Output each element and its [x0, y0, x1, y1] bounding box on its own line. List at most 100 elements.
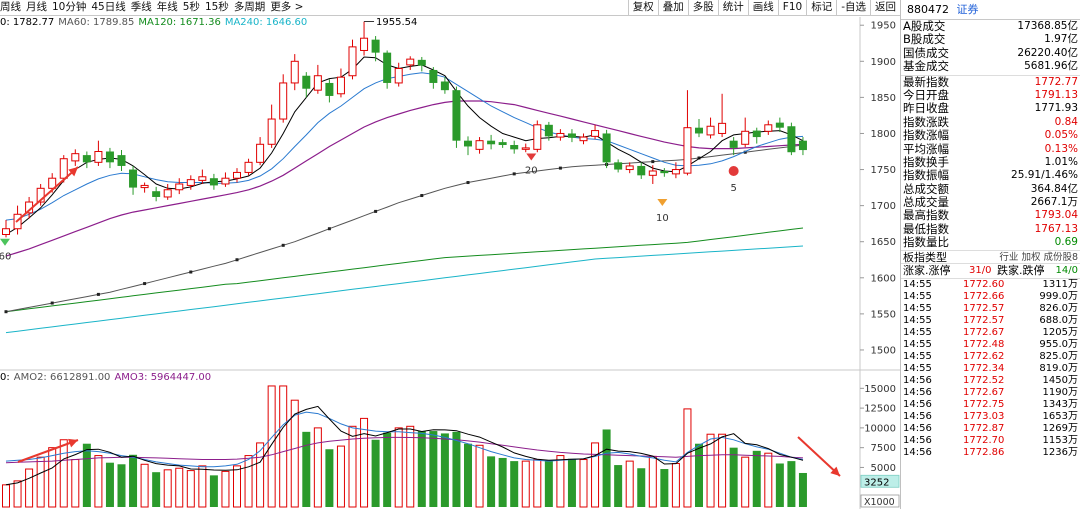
candle-body: [591, 130, 600, 137]
tick-time: 14:56: [903, 422, 932, 434]
volume-bar: [695, 443, 703, 507]
fall-count: 14/0: [1055, 264, 1078, 276]
candle-body: [383, 52, 392, 83]
candle-body: [579, 136, 588, 142]
volume-bar: [429, 431, 438, 507]
volume-bar: [186, 470, 195, 508]
candle-body: [209, 178, 218, 186]
volume-bar: [48, 447, 57, 508]
sector-link[interactable]: 行业: [999, 251, 1019, 263]
candle-body: [752, 130, 761, 138]
volume-tick-label: 10000: [864, 423, 896, 434]
tick-row: 14:55 1772.34 819.0万: [901, 363, 1080, 375]
volume-bar: [360, 417, 369, 508]
volume-bar: [452, 431, 461, 507]
tick-price: 1772.57: [963, 314, 1005, 326]
tool-button[interactable]: 复权: [627, 0, 658, 15]
stat-value: 1.01%: [1044, 155, 1078, 168]
tick-row: 14:55 1772.66 999.0万: [901, 291, 1080, 303]
period-tab[interactable]: 10分钟: [52, 1, 87, 13]
ma60-dot: [651, 160, 655, 164]
tick-time: 14:55: [903, 350, 932, 362]
price-tick-label: 1600: [871, 273, 896, 284]
period-tab[interactable]: 年线: [156, 1, 178, 13]
tick-row: 14:56 1772.67 1190万: [901, 387, 1080, 399]
tick-row: 14:56 1772.52 1450万: [901, 375, 1080, 387]
kline-chart[interactable]: 1950 1900 1850 1800 1750 1700 1650 1600 1550 1500…: [0, 0, 900, 509]
period-tab[interactable]: 月线: [26, 1, 47, 13]
stat-label: 最低指数: [903, 221, 949, 236]
ma10-line: [5, 72, 804, 221]
high-price-label: 1955.54: [376, 17, 417, 28]
volume-bar: [729, 447, 738, 507]
candle-body: [140, 184, 149, 189]
candle-body: [440, 81, 449, 91]
candle-body: [706, 125, 715, 136]
period-tab[interactable]: 5秒: [182, 1, 200, 13]
stat-label: 昨日收盘: [903, 101, 949, 116]
ma60-dot: [374, 209, 378, 213]
tool-button[interactable]: 多股: [687, 0, 718, 15]
ma60-dot: [281, 243, 285, 247]
sector-link[interactable]: 加权: [1021, 251, 1041, 263]
tick-volume: 1236万: [1042, 446, 1078, 458]
volume-bar: [752, 450, 761, 507]
tick-price: 1772.34: [963, 362, 1005, 374]
marker-60-icon: [0, 238, 10, 246]
volume-legend: 0: AMO2: 6612891.00 AMO3: 5964447.00: [0, 372, 211, 384]
tick-list[interactable]: 14:55 1772.60 1311万 14:55 1772.66 999.0万 14:55…: [901, 279, 1080, 459]
sector-type-row: 板指类型 行业 加权 成份股8: [901, 249, 1080, 264]
volume-up-arrow-head: [68, 438, 78, 448]
volume-bar: [798, 472, 807, 507]
tick-price: 1772.52: [963, 374, 1005, 386]
stat-label: 平均涨幅: [903, 141, 949, 156]
candle-body: [671, 169, 680, 175]
tool-button[interactable]: F10: [777, 0, 806, 15]
volume-bar: [313, 427, 322, 508]
volume-bar: [336, 445, 345, 508]
tick-time: 14:55: [903, 326, 932, 338]
period-tab[interactable]: 15秒: [204, 1, 229, 13]
tool-button[interactable]: 返回: [870, 0, 900, 15]
period-tab[interactable]: 45日线: [91, 1, 126, 13]
tool-button[interactable]: 画线: [747, 0, 778, 15]
candle-body: [602, 133, 611, 163]
tick-volume: 826.0万: [1039, 302, 1078, 314]
candle-body: [163, 189, 172, 198]
volume-legend-item: 0:: [0, 372, 10, 383]
volume-bar: [175, 467, 184, 508]
period-tab[interactable]: 周线: [0, 1, 21, 13]
candle-body: [198, 176, 207, 181]
period-tab[interactable]: 更多 >: [270, 1, 304, 13]
candle-body: [233, 171, 241, 179]
ma60-dot: [50, 301, 54, 305]
tick-price: 1772.60: [963, 278, 1005, 290]
tool-button[interactable]: 叠加: [657, 0, 688, 15]
tool-button[interactable]: -自选: [836, 0, 870, 15]
tick-price: 1772.57: [963, 302, 1005, 314]
tick-time: 14:56: [903, 446, 932, 458]
tick-time: 14:56: [903, 386, 932, 398]
volume-bar: [59, 439, 68, 508]
volume-bar: [117, 464, 126, 507]
marker-20-icon: [526, 153, 537, 161]
marker-5-icon: [728, 165, 739, 176]
sector-link[interactable]: 成份股8: [1043, 251, 1078, 263]
tool-button[interactable]: 标记: [806, 0, 836, 15]
index-stats-list: 最新指数 1772.77 今日开盘 1791.13 昨日收盘 1771.93 指数涨跌 0.8…: [901, 75, 1080, 250]
tick-time: 14:55: [903, 278, 932, 290]
volume-bar: [25, 468, 34, 508]
stat-row: 最新指数 1772.77: [901, 75, 1080, 89]
tool-button[interactable]: 统计: [717, 0, 748, 15]
candle-body: [279, 82, 288, 120]
index-name[interactable]: 证券: [956, 3, 979, 16]
period-tab[interactable]: 多周期: [233, 1, 266, 13]
candle-body: [325, 82, 334, 96]
volume-unit-box: [860, 494, 900, 508]
tick-row: 14:55 1772.48 955.0万: [901, 339, 1080, 351]
marker-10-icon: [657, 199, 668, 207]
period-tab[interactable]: 季线: [130, 1, 152, 13]
up-trend-arrow-head: [68, 167, 78, 177]
tick-volume: 955.0万: [1039, 338, 1078, 350]
stat-value: 0.84: [1054, 115, 1078, 128]
